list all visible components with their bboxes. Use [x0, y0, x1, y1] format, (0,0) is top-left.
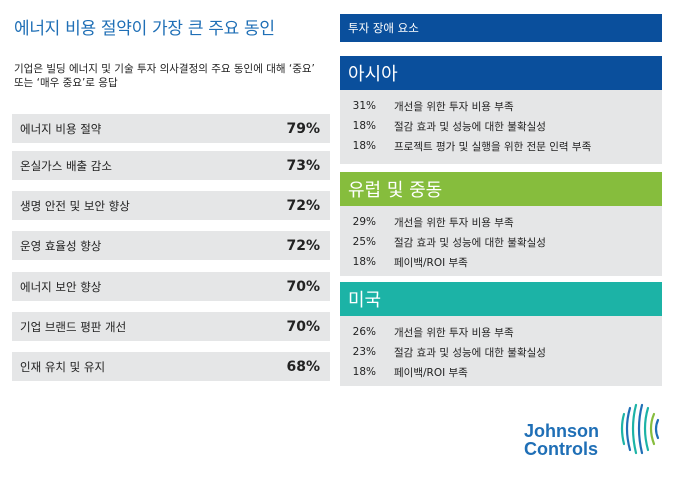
region-body: 26% 개선을 위한 투자 비용 부족 23% 절감 효과 및 성능에 대한 불…: [340, 316, 662, 386]
barrier-row: 25% 절감 효과 및 성능에 대한 불확실성: [340, 232, 662, 252]
region-title: 아시아: [340, 56, 662, 90]
barrier-pct: 29%: [352, 216, 376, 228]
driver-row: 에너지 보안 향상 70%: [12, 272, 330, 301]
barriers-header: 투자 장애 요소: [340, 14, 662, 42]
barrier-text: 절감 효과 및 성능에 대한 불확실성: [394, 346, 546, 359]
driver-row: 온실가스 배출 감소 73%: [12, 151, 330, 180]
barrier-pct: 31%: [352, 100, 376, 112]
barrier-pct: 18%: [352, 120, 376, 132]
logo-wordmark: Johnson Controls: [524, 422, 599, 458]
driver-label: 온실가스 배출 감소: [20, 158, 112, 173]
driver-label: 기업 브랜드 평판 개선: [20, 319, 127, 334]
barrier-pct: 18%: [352, 140, 376, 152]
logo-line-2: Controls: [524, 439, 598, 459]
barrier-row: 29% 개선을 위한 투자 비용 부족: [340, 212, 662, 232]
barrier-text: 절감 효과 및 성능에 대한 불확실성: [394, 236, 546, 249]
driver-row: 기업 브랜드 평판 개선 70%: [12, 312, 330, 341]
driver-row: 생명 안전 및 보안 향상 72%: [12, 191, 330, 220]
barrier-row: 18% 페이백/ROI 부족: [340, 252, 662, 272]
barrier-pct: 23%: [352, 346, 376, 358]
barrier-row: 31% 개선을 위한 투자 비용 부족: [340, 96, 662, 116]
driver-pct: 72%: [286, 237, 320, 254]
driver-pct: 70%: [286, 318, 320, 335]
region-europe-middle-east: 유럽 및 중동 29% 개선을 위한 투자 비용 부족 25% 절감 효과 및 …: [340, 172, 662, 276]
driver-label: 운영 효율성 향상: [20, 238, 102, 253]
driver-pct: 79%: [286, 120, 320, 137]
driver-pct: 68%: [286, 358, 320, 375]
barrier-text: 개선을 위한 투자 비용 부족: [394, 326, 514, 339]
barrier-text: 페이백/ROI 부족: [394, 366, 468, 379]
driver-label: 인재 유치 및 유지: [20, 359, 106, 374]
barrier-row: 18% 페이백/ROI 부족: [340, 362, 662, 382]
logo-globe-icon: [620, 403, 660, 455]
region-asia: 아시아 31% 개선을 위한 투자 비용 부족 18% 절감 효과 및 성능에 …: [340, 56, 662, 164]
region-title: 유럽 및 중동: [340, 172, 662, 206]
company-logo: Johnson Controls: [524, 400, 664, 464]
barrier-pct: 18%: [352, 256, 376, 268]
driver-pct: 72%: [286, 197, 320, 214]
barrier-text: 개선을 위한 투자 비용 부족: [394, 216, 514, 229]
region-body: 29% 개선을 위한 투자 비용 부족 25% 절감 효과 및 성능에 대한 불…: [340, 206, 662, 276]
region-body: 31% 개선을 위한 투자 비용 부족 18% 절감 효과 및 성능에 대한 불…: [340, 90, 662, 164]
driver-row: 에너지 비용 절약 79%: [12, 114, 330, 143]
barrier-text: 개선을 위한 투자 비용 부족: [394, 100, 514, 113]
barrier-pct: 26%: [352, 326, 376, 338]
barrier-text: 절감 효과 및 성능에 대한 불확실성: [394, 120, 546, 133]
main-title: 에너지 비용 절약이 가장 큰 주요 동인: [14, 19, 275, 39]
driver-row: 운영 효율성 향상 72%: [12, 231, 330, 260]
barrier-row: 18% 절감 효과 및 성능에 대한 불확실성: [340, 116, 662, 136]
driver-label: 에너지 비용 절약: [20, 121, 102, 136]
logo-line-1: Johnson: [524, 421, 599, 441]
driver-pct: 73%: [286, 157, 320, 174]
driver-label: 에너지 보안 향상: [20, 279, 102, 294]
region-usa: 미국 26% 개선을 위한 투자 비용 부족 23% 절감 효과 및 성능에 대…: [340, 282, 662, 386]
barrier-row: 23% 절감 효과 및 성능에 대한 불확실성: [340, 342, 662, 362]
barrier-pct: 18%: [352, 366, 376, 378]
barrier-row: 18% 프로젝트 평가 및 실행을 위한 전문 인력 부족: [340, 136, 662, 156]
barrier-text: 프로젝트 평가 및 실행을 위한 전문 인력 부족: [394, 140, 592, 153]
driver-pct: 70%: [286, 278, 320, 295]
barrier-pct: 25%: [352, 236, 376, 248]
barrier-row: 26% 개선을 위한 투자 비용 부족: [340, 322, 662, 342]
driver-label: 생명 안전 및 보안 향상: [20, 198, 130, 213]
barrier-text: 페이백/ROI 부족: [394, 256, 468, 269]
driver-row: 인재 유치 및 유지 68%: [12, 352, 330, 381]
subtitle: 기업은 빌딩 에너지 및 기술 투자 의사결정의 주요 동인에 대해 ‘중요’ …: [14, 63, 315, 89]
region-title: 미국: [340, 282, 662, 316]
